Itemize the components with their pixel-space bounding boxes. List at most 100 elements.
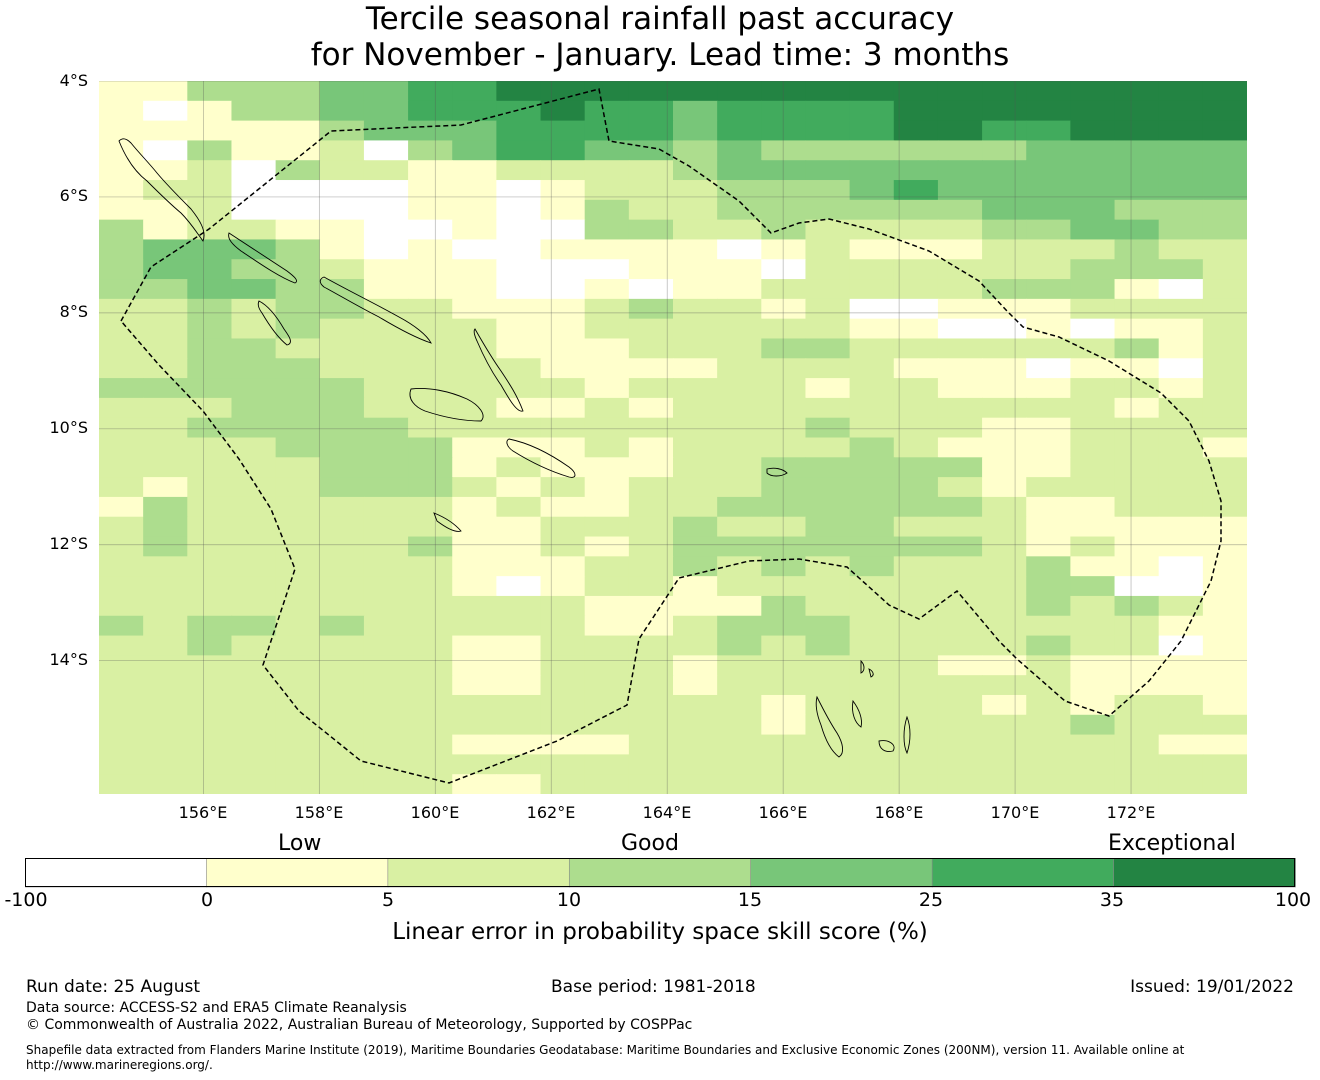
skill-cell: [717, 318, 762, 340]
skill-cell: [1070, 239, 1116, 260]
skill-cell: [452, 140, 497, 161]
skill-cell: [231, 655, 277, 676]
skill-cell: [275, 239, 321, 260]
skill-cell: [1026, 437, 1071, 458]
skill-cell: [849, 417, 895, 439]
skill-cell: [1202, 556, 1247, 577]
skill-cell: [1158, 199, 1204, 221]
coastline-makira: [506, 438, 576, 478]
skill-cell: [143, 219, 188, 241]
skill-cell: [761, 279, 807, 300]
skill-cell: [893, 338, 939, 359]
skill-cell: [717, 219, 762, 241]
skill-cell: [231, 219, 277, 241]
skill-cell: [540, 417, 586, 439]
skill-cell: [408, 655, 453, 676]
skill-cell: [849, 576, 895, 597]
skill-cell: [761, 259, 807, 280]
skill-cell: [893, 615, 939, 637]
skill-cell: [673, 378, 718, 399]
skill-cell: [893, 595, 939, 617]
eez-solomon-islands: [120, 88, 1222, 784]
skill-cell: [1026, 338, 1071, 359]
skill-cell: [673, 595, 718, 617]
skill-cell: [893, 358, 939, 379]
skill-cell: [1114, 675, 1160, 696]
skill-cell: [1114, 199, 1160, 221]
skill-cell: [408, 496, 453, 518]
skill-cell: [673, 675, 718, 696]
skill-cell: [187, 279, 233, 300]
skill-cell: [187, 397, 233, 419]
skill-cell: [717, 239, 762, 260]
skill-cell: [496, 417, 542, 439]
skill-cell: [231, 694, 277, 716]
skill-cell: [673, 180, 718, 201]
skill-cell: [363, 239, 409, 260]
skill-cell: [1158, 615, 1204, 637]
skill-cell: [849, 635, 895, 656]
skill-cell: [937, 734, 983, 755]
skill-cell: [1070, 615, 1116, 637]
skill-cell: [1026, 318, 1071, 340]
skill-cell: [717, 536, 762, 557]
skill-cell: [496, 219, 542, 241]
skill-cell: [982, 655, 1027, 676]
skill-cell: [319, 180, 365, 201]
skill-cell: [893, 576, 939, 597]
skill-cell: [540, 556, 586, 577]
skill-cell: [982, 516, 1027, 538]
skill-cell: [849, 694, 895, 716]
skill-cell: [584, 259, 630, 280]
skill-cell: [408, 140, 453, 161]
skill-cell: [937, 100, 983, 122]
skill-cell: [937, 477, 983, 498]
skill-cell: [628, 694, 674, 716]
skill-cell: [540, 595, 586, 617]
skill-cell: [628, 576, 674, 597]
skill-cell: [1202, 358, 1247, 379]
skill-cell: [628, 655, 674, 676]
skill-cell: [540, 259, 586, 280]
skill-cell: [143, 81, 188, 102]
skill-cell: [849, 397, 895, 419]
skill-cell: [143, 774, 188, 794]
skill-cell: [1114, 140, 1160, 161]
coastline-malekula: [852, 699, 862, 728]
skill-cell: [584, 338, 630, 359]
skill-cell: [982, 259, 1027, 280]
skill-cell: [99, 298, 144, 320]
skill-cell: [1114, 437, 1160, 458]
skill-cell: [717, 397, 762, 419]
skill-cell: [408, 437, 453, 458]
skill-cell: [408, 477, 453, 498]
skill-cell: [496, 437, 542, 458]
skill-cell: [937, 378, 983, 399]
skill-cell: [805, 595, 851, 617]
skill-cell: [99, 595, 144, 617]
skill-cell: [408, 457, 453, 478]
colorbar-segment: [1113, 858, 1296, 888]
skill-cell: [673, 714, 718, 736]
skill-cell: [1202, 318, 1247, 340]
skill-cell: [761, 417, 807, 439]
skill-cell: [99, 774, 144, 794]
skill-cell: [761, 338, 807, 359]
skill-cell: [717, 298, 762, 320]
skill-cell: [937, 754, 983, 775]
skill-cell: [275, 556, 321, 577]
skill-cell: [408, 120, 453, 142]
coastline-guadalcanal: [409, 388, 484, 422]
skill-cell: [319, 279, 365, 300]
map-title-line2: for November - January. Lead time: 3 mon…: [310, 37, 1010, 73]
skill-cell: [584, 279, 630, 300]
colorbar-tick-100: 100: [1274, 889, 1312, 911]
skill-cell: [99, 576, 144, 597]
skill-cell: [231, 754, 277, 775]
skill-cell: [319, 437, 365, 458]
skill-cell: [540, 635, 586, 656]
skill-cell: [319, 219, 365, 241]
skill-cell: [937, 694, 983, 716]
skill-cell: [540, 536, 586, 557]
footer-run-date: Run date: 25 August: [26, 977, 200, 997]
